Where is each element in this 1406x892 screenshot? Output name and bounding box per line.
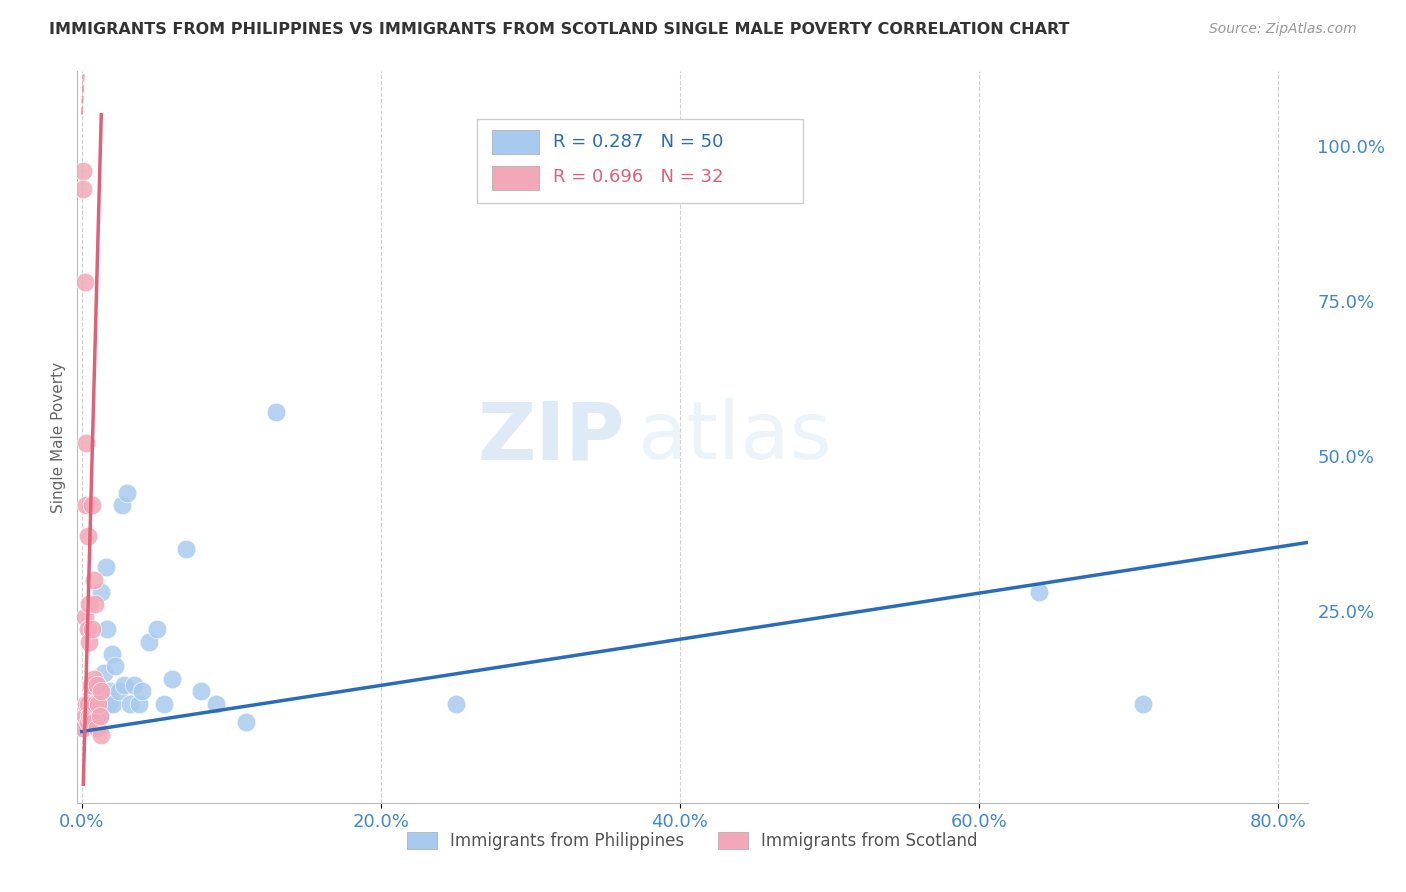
Point <box>115 486 138 500</box>
Point <box>108 684 131 698</box>
Point <box>80 690 103 705</box>
Point <box>145 622 167 636</box>
Point <box>86 684 108 698</box>
Point <box>1132 697 1154 711</box>
Point <box>91 697 114 711</box>
Point <box>100 647 122 661</box>
Point <box>82 498 104 512</box>
Point <box>1028 585 1050 599</box>
Point <box>72 163 94 178</box>
Point <box>73 703 96 717</box>
Point <box>111 498 134 512</box>
Point <box>104 659 127 673</box>
Point <box>83 715 105 730</box>
Point <box>205 697 228 711</box>
Point <box>73 610 96 624</box>
Point <box>118 697 141 711</box>
Point <box>79 697 101 711</box>
Y-axis label: Single Male Poverty: Single Male Poverty <box>51 361 66 513</box>
Point <box>79 709 101 723</box>
Point <box>84 598 107 612</box>
Point <box>89 709 111 723</box>
Text: Source: ZipAtlas.com: Source: ZipAtlas.com <box>1209 22 1357 37</box>
Point <box>96 622 118 636</box>
Point <box>83 573 105 587</box>
Point <box>76 715 98 730</box>
Point <box>176 541 198 556</box>
Point <box>93 665 115 680</box>
Text: atlas: atlas <box>637 398 831 476</box>
Point <box>94 560 117 574</box>
Point <box>160 672 183 686</box>
Point <box>153 697 176 711</box>
Bar <box>492 166 538 190</box>
Point <box>190 684 212 698</box>
Point <box>86 678 108 692</box>
Point <box>80 709 103 723</box>
Point <box>75 697 97 711</box>
Point <box>72 182 94 196</box>
Point <box>103 697 125 711</box>
Point <box>76 622 98 636</box>
Point <box>235 715 257 730</box>
Point <box>138 634 160 648</box>
Point <box>79 709 101 723</box>
Point <box>87 697 110 711</box>
Point <box>83 672 105 686</box>
Bar <box>492 130 538 154</box>
Point <box>73 715 96 730</box>
Point <box>75 697 97 711</box>
Point <box>89 709 111 723</box>
Point <box>73 709 96 723</box>
Point <box>83 715 105 730</box>
Point <box>128 697 150 711</box>
Point <box>86 722 108 736</box>
Point <box>72 709 94 723</box>
Point <box>72 722 94 736</box>
Point <box>72 722 94 736</box>
Point <box>131 684 153 698</box>
Point <box>84 697 107 711</box>
Point <box>264 405 287 419</box>
Point <box>76 529 98 543</box>
Point <box>82 622 104 636</box>
Point <box>80 703 103 717</box>
Point <box>90 684 112 698</box>
Point <box>83 697 105 711</box>
Point <box>90 728 112 742</box>
Point <box>75 498 97 512</box>
Point <box>82 709 104 723</box>
Point <box>84 703 107 717</box>
Point <box>80 678 103 692</box>
Text: R = 0.287   N = 50: R = 0.287 N = 50 <box>554 133 724 151</box>
Point <box>76 703 98 717</box>
Point <box>76 715 98 730</box>
Text: ZIP: ZIP <box>478 398 624 476</box>
Point <box>444 697 467 711</box>
FancyBboxPatch shape <box>477 119 803 203</box>
Legend: Immigrants from Philippines, Immigrants from Scotland: Immigrants from Philippines, Immigrants … <box>401 825 984 856</box>
Text: IMMIGRANTS FROM PHILIPPINES VS IMMIGRANTS FROM SCOTLAND SINGLE MALE POVERTY CORR: IMMIGRANTS FROM PHILIPPINES VS IMMIGRANT… <box>49 22 1070 37</box>
Point <box>90 585 112 599</box>
Point <box>112 678 135 692</box>
Point <box>73 275 96 289</box>
Point <box>86 709 108 723</box>
Point <box>79 634 101 648</box>
Point <box>122 678 145 692</box>
Point <box>75 436 97 450</box>
Point <box>79 598 101 612</box>
Text: R = 0.696   N = 32: R = 0.696 N = 32 <box>554 169 724 186</box>
Point <box>98 684 121 698</box>
Point <box>97 697 120 711</box>
Point <box>76 697 98 711</box>
Point <box>82 697 104 711</box>
Point <box>75 709 97 723</box>
Point <box>87 697 110 711</box>
